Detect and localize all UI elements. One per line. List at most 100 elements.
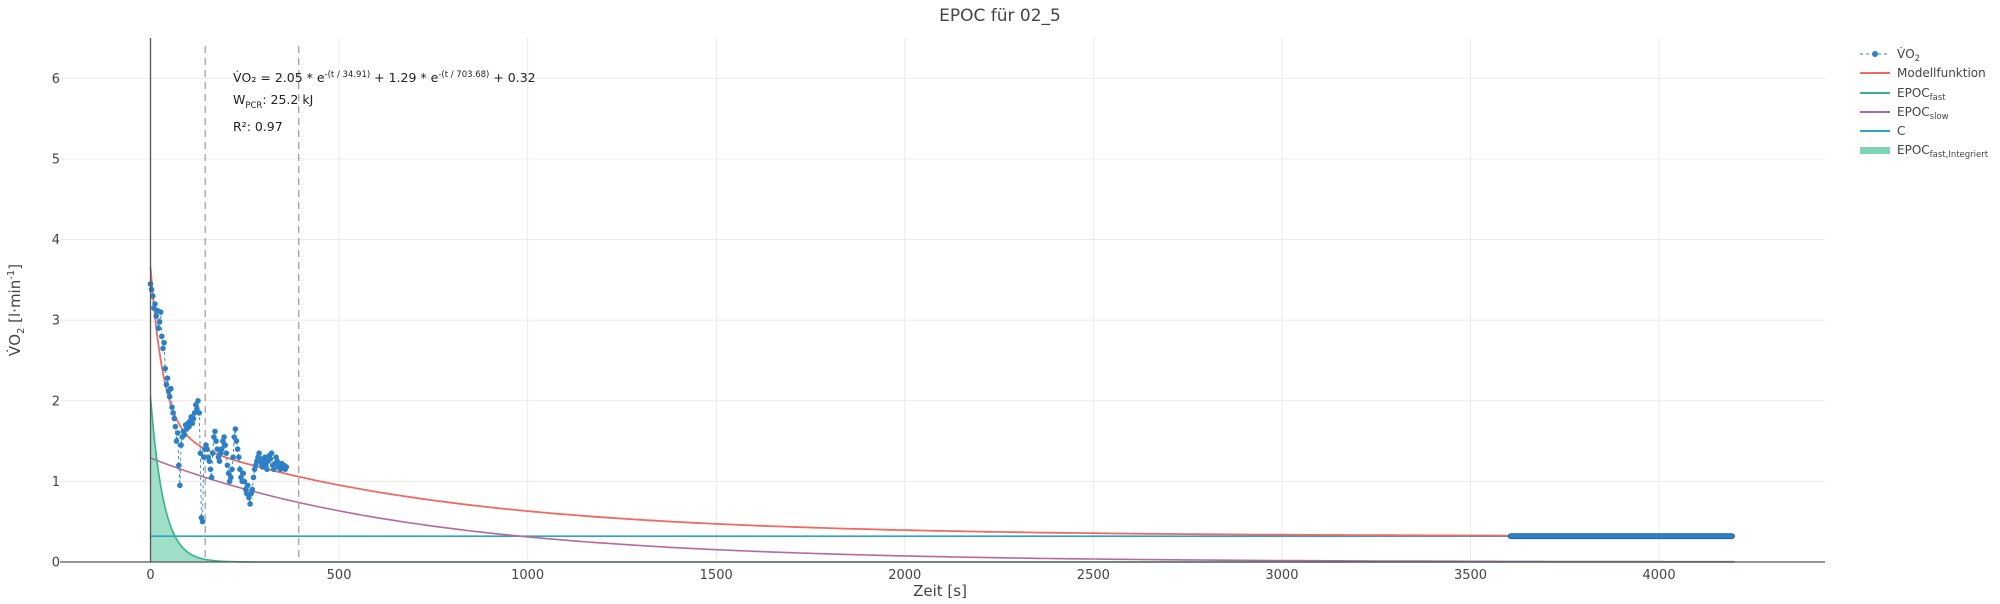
x-tick-label: 500 xyxy=(327,568,352,583)
vo2-point xyxy=(271,466,277,473)
annotation-work: WPCR: 25.2 kJ xyxy=(233,92,313,111)
vo2-point xyxy=(222,442,228,448)
vo2-point xyxy=(163,381,170,388)
vo2-point xyxy=(207,466,214,473)
legend-label-c: C xyxy=(1897,124,1905,138)
grid xyxy=(60,38,1825,562)
vo2-point xyxy=(237,466,243,473)
vo2-point xyxy=(157,309,164,315)
legend-label-epoc-fast-integriert: EPOCfast,Integriert xyxy=(1897,143,1989,160)
vo2-point xyxy=(162,365,168,372)
x-tick-label: 1500 xyxy=(700,568,733,583)
axes: 0 500 1000 1500 2000 2500 3000 3500 4000 0 1 2 3 4 5 6 xyxy=(52,38,1825,583)
epoc-fast-integriert-area xyxy=(150,396,1735,562)
x-tick-label: 2000 xyxy=(888,568,921,583)
vo2-point xyxy=(148,286,155,293)
vo2-point xyxy=(212,428,218,435)
y-tick-label: 6 xyxy=(52,72,60,87)
vo2-point xyxy=(159,333,165,340)
vo2-point xyxy=(250,474,257,481)
vo2-point xyxy=(225,470,232,477)
vo2-point xyxy=(170,410,176,416)
y-tick-label: 4 xyxy=(52,233,60,248)
vo2-point xyxy=(221,434,227,440)
vo2-point xyxy=(177,482,183,489)
vo2-point xyxy=(214,446,221,452)
vo2-point xyxy=(234,446,241,452)
vo2-point xyxy=(223,450,230,457)
vo2-point xyxy=(199,518,206,525)
y-axis-title: V̇O2 [l·min-1] xyxy=(5,264,27,356)
vo2-point xyxy=(283,464,290,470)
vo2-point xyxy=(268,450,275,457)
legend-swatch-epoc-fast-integriert xyxy=(1860,147,1890,154)
x-tick-label: 0 xyxy=(146,568,154,583)
vo2-point xyxy=(178,442,184,448)
y-tick-label: 3 xyxy=(52,314,60,329)
vo2-point xyxy=(247,501,253,507)
plot-area xyxy=(147,46,1735,563)
vo2-point xyxy=(164,375,171,382)
vo2-point xyxy=(228,474,234,481)
vo2-point xyxy=(200,454,207,461)
vo2-point xyxy=(229,466,235,473)
legend-item-epoc-fast[interactable]: EPOCfast xyxy=(1860,86,1946,103)
vo2-point xyxy=(191,410,198,416)
vo2-point xyxy=(173,438,180,444)
vo2-point xyxy=(152,301,158,307)
vo2-point xyxy=(231,434,237,440)
y-tick-label: 5 xyxy=(52,152,60,167)
vo2-point xyxy=(233,438,240,444)
x-tick-label: 3000 xyxy=(1265,568,1298,583)
vo2-point xyxy=(219,446,225,452)
chart-title: EPOC für 02_5 xyxy=(939,6,1061,26)
x-tick-label: 1000 xyxy=(511,568,544,583)
legend-item-vo2[interactable]: V̇O2 xyxy=(1860,47,1920,64)
vo2-point xyxy=(236,454,242,461)
y-tick-label: 2 xyxy=(52,394,60,409)
vo2-point xyxy=(169,404,175,411)
legend-item-epoc-fast-integriert[interactable]: EPOCfast,Integriert xyxy=(1860,143,1989,160)
vo2-point xyxy=(181,431,188,438)
annotation-r2: R²: 0.97 xyxy=(233,119,283,134)
vo2-point xyxy=(166,393,173,400)
vo2-point xyxy=(160,345,166,352)
vo2-point xyxy=(156,319,163,325)
vo2-point xyxy=(249,486,256,493)
vo2-point xyxy=(240,470,247,477)
vo2-point xyxy=(161,339,167,346)
legend-marker-vo2 xyxy=(1872,51,1878,57)
vo2-point xyxy=(197,450,204,457)
vo2-point xyxy=(262,454,268,461)
legend-label-modellfunktion: Modellfunktion xyxy=(1897,66,1986,80)
vo2-point xyxy=(176,462,182,469)
legend-item-epoc-slow[interactable]: EPOCslow xyxy=(1860,105,1949,122)
legend: V̇O2 Modellfunktion EPOCfast EPOCslow C … xyxy=(1860,47,1989,160)
vo2-point xyxy=(195,398,201,404)
x-tick-label: 3500 xyxy=(1454,568,1487,583)
vo2-point xyxy=(168,385,174,392)
vo2-point xyxy=(206,458,213,465)
legend-item-modellfunktion[interactable]: Modellfunktion xyxy=(1860,66,1986,80)
vo2-point xyxy=(208,474,215,481)
y-tick-label: 1 xyxy=(52,475,60,490)
vo2-point xyxy=(241,478,248,485)
x-tick-label: 4000 xyxy=(1643,568,1676,583)
vo2-point xyxy=(230,454,236,461)
vo2-point xyxy=(209,450,216,457)
vo2-point xyxy=(216,458,223,465)
legend-label-epoc-slow: EPOCslow xyxy=(1897,105,1949,122)
epoc-fast-line xyxy=(149,396,1735,563)
x-axis-title: Zeit [s] xyxy=(913,582,967,600)
legend-item-c[interactable]: C xyxy=(1860,124,1905,138)
vo2-point xyxy=(150,293,156,299)
epoc-slow-line xyxy=(150,457,1735,563)
annotation-formula: V̇O₂ = 2.05 * e-(t / 34.91) + 1.29 * e-(… xyxy=(233,70,536,85)
vo2-point xyxy=(245,482,251,489)
vo2-point xyxy=(189,420,196,427)
vo2-point xyxy=(174,430,181,436)
x-tick-label: 2500 xyxy=(1077,568,1110,583)
vo2-point xyxy=(171,415,178,422)
